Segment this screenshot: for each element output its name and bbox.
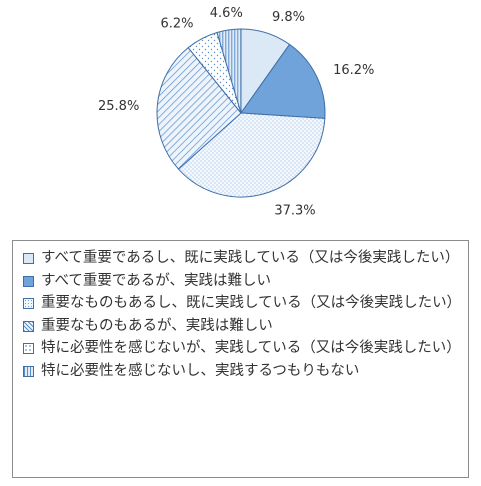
pie-data-label: 9.8% xyxy=(272,10,305,25)
legend-label: すべて重要であるが、実践は難しい xyxy=(41,272,271,289)
legend-item: すべて重要であるが、実践は難しい xyxy=(21,270,462,293)
legend-swatch xyxy=(23,253,34,264)
pie-data-label: 16.2% xyxy=(333,63,374,78)
pie-slice xyxy=(216,28,242,114)
pie-chart: 9.8% 16.2% 37.3% 25.8% 6.2% 4.6% xyxy=(0,0,481,235)
pie-slice xyxy=(240,43,326,119)
legend-swatch xyxy=(23,365,34,377)
legend-item: 重要なものもあるが、実践は難しい xyxy=(21,315,462,338)
legend-swatch xyxy=(23,320,34,332)
legend-swatch xyxy=(23,275,34,287)
pie-slice xyxy=(156,46,242,170)
pie-slices xyxy=(156,28,326,198)
legend-label: すべて重要であるし、既に実践している（又は今後実践したい） xyxy=(41,250,460,266)
legend-label: 特に必要性を感じないし、実践するつもりもない xyxy=(41,362,360,379)
legend-label: 重要なものもあるし、既に実践している（又は今後実践したい） xyxy=(41,295,462,311)
pie-data-label: 25.8% xyxy=(98,99,139,114)
legend-swatch xyxy=(23,343,34,354)
pie-chart-svg: 9.8% 16.2% 37.3% 25.8% 6.2% 4.6% xyxy=(98,6,374,218)
legend-label: 特に必要性を感じないが、実践している（又は今後実践したい） xyxy=(41,340,461,356)
legend-swatch xyxy=(23,298,34,309)
pie-data-label: 4.6% xyxy=(210,6,243,21)
pie-slice xyxy=(177,112,326,198)
legend-item: 特に必要性を感じないし、実践するつもりもない xyxy=(21,360,462,383)
pie-data-label: 37.3% xyxy=(274,203,315,218)
chart-legend: すべて重要であるし、既に実践している（又は今後実践したい） すべて重要であるが、… xyxy=(12,240,469,478)
legend-item: すべて重要であるし、既に実践している（又は今後実践したい） xyxy=(21,247,462,270)
legend-item: 特に必要性を感じないが、実践している（又は今後実践したい） xyxy=(21,337,462,360)
legend-item: 重要なものもあるし、既に実践している（又は今後実践したい） xyxy=(21,292,462,315)
pie-data-labels: 9.8% 16.2% 37.3% 25.8% 6.2% 4.6% xyxy=(98,6,374,218)
legend-label: 重要なものもあるが、実践は難しい xyxy=(41,317,273,334)
pie-data-label: 6.2% xyxy=(160,17,193,32)
